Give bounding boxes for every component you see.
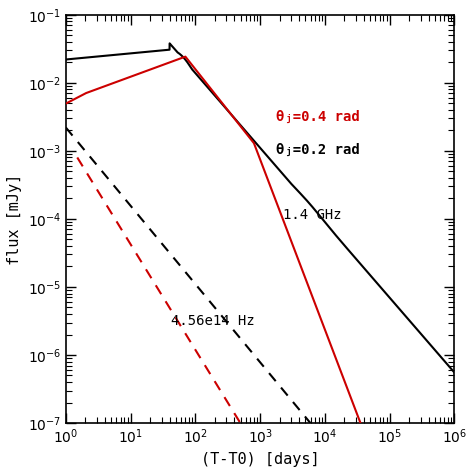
- X-axis label: (T-T0) [days]: (T-T0) [days]: [201, 452, 319, 467]
- Text: θⱼ=0.4 rad: θⱼ=0.4 rad: [276, 110, 359, 124]
- Text: 1.4 GHz: 1.4 GHz: [283, 208, 342, 222]
- Text: θⱼ=0.2 rad: θⱼ=0.2 rad: [276, 143, 359, 156]
- Text: 4.56e14 Hz: 4.56e14 Hz: [171, 314, 255, 328]
- Y-axis label: flux [mJy]: flux [mJy]: [7, 173, 22, 264]
